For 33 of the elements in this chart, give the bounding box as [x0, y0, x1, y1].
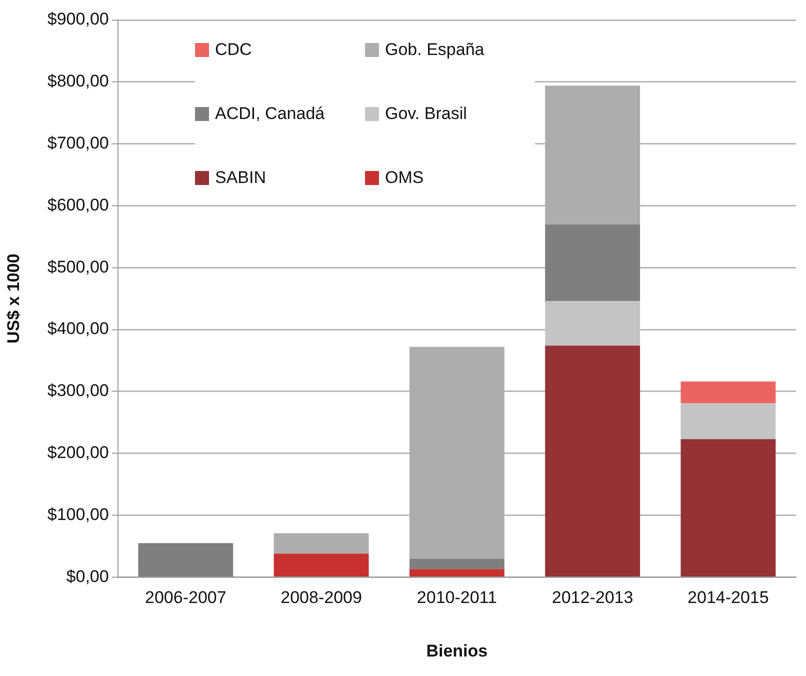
x-tick-label: 2008-2009 — [280, 588, 362, 608]
x-tick-label: 2012-2013 — [552, 588, 634, 608]
bar — [274, 533, 369, 554]
y-axis-title: US$ x 1000 — [4, 254, 23, 344]
y-tick-label: $400,00 — [47, 319, 109, 338]
x-tick-label: 2010-2011 — [416, 588, 497, 608]
x-tick-label: 2006-2007 — [145, 588, 226, 608]
bar — [545, 224, 640, 302]
legend-label: SABIN — [215, 168, 266, 188]
legend-label: ACDI, Canadá — [215, 104, 325, 124]
y-tick-label: $900,00 — [47, 10, 109, 29]
bar — [409, 558, 504, 570]
y-tick-label: $300,00 — [47, 381, 109, 400]
x-tick-label: 2014-2015 — [688, 588, 769, 608]
y-tick-label: $800,00 — [47, 72, 109, 91]
legend-label: Gov. Brasil — [385, 104, 467, 124]
y-tick-label: $700,00 — [47, 134, 109, 153]
bar — [274, 554, 369, 576]
bar — [680, 403, 776, 440]
y-tick-label: $100,00 — [47, 504, 109, 524]
y-tick-label: $600,00 — [47, 195, 109, 214]
bar — [409, 569, 504, 576]
bar — [545, 346, 640, 576]
bar — [680, 382, 776, 404]
legend-label: OMS — [385, 168, 424, 188]
x-axis-title: Bienios — [426, 641, 488, 660]
legend-label: CDC — [215, 40, 252, 60]
bar — [138, 543, 234, 576]
y-tick-label: $0,00 — [66, 566, 109, 586]
bar — [680, 439, 776, 576]
legend-label: Gob. España — [385, 40, 484, 60]
y-tick-label: $500,00 — [47, 257, 109, 276]
y-tick-label: $200,00 — [47, 443, 109, 462]
